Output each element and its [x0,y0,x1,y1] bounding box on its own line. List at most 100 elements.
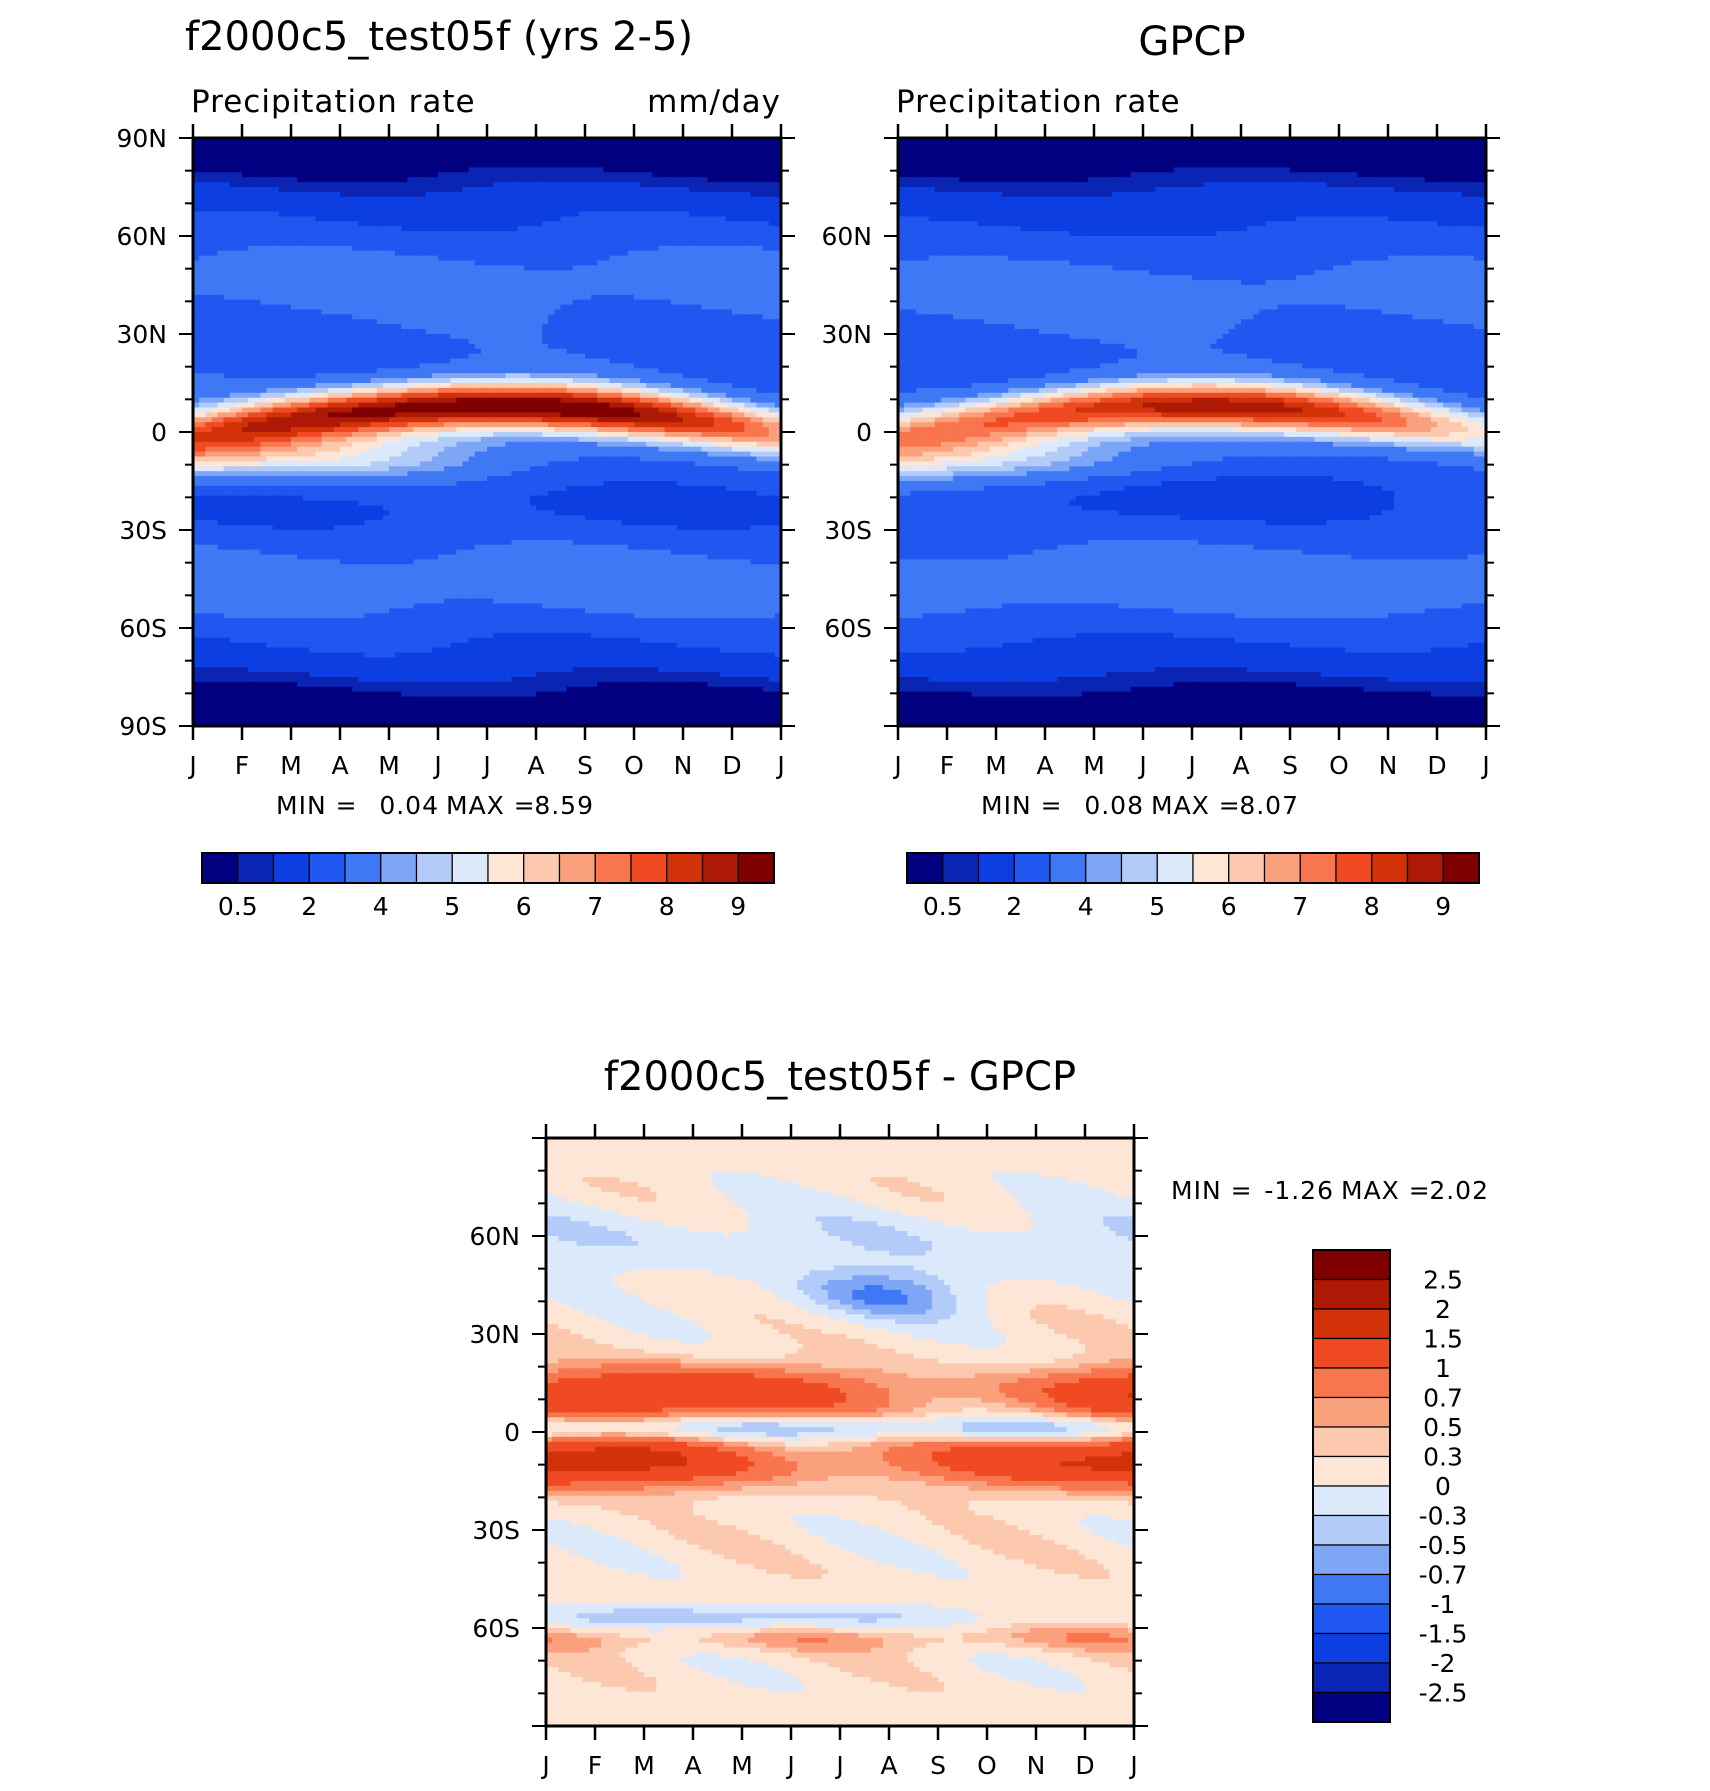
contour-cell [548,265,555,271]
contour-cell [456,353,464,360]
contour-cell [413,329,421,335]
contour-cell [695,191,702,198]
contour-cell [652,206,660,213]
contour-cell [676,309,684,315]
contour-cell [438,309,445,315]
contour-cell [609,348,617,355]
contour-cell [505,255,513,262]
contour-cell [382,211,390,217]
contour-cell [597,329,604,335]
contour-cell [480,221,488,227]
contour-cell [480,324,488,330]
contour-cell [591,299,598,306]
contour-cell [462,319,470,325]
contour-cell [254,309,261,315]
contour-cell [572,152,580,159]
contour-cell [487,236,494,242]
contour-cell [462,142,470,149]
contour-cell [321,260,329,266]
contour-cell [284,191,292,198]
contour-cell [762,383,770,389]
contour-cell [327,334,335,340]
contour-cell [652,270,660,276]
contour-cell [670,191,678,198]
contour-cell [395,378,402,384]
contour-cell [321,216,329,222]
contour-cell [462,191,470,198]
contour-cell [640,304,647,311]
contour-cell [732,329,739,335]
contour-cell [658,343,666,350]
contour-cell [597,368,604,374]
contour-cell [303,236,310,242]
contour-cell [419,172,427,178]
contour-cell [640,221,647,227]
contour-cell [309,299,317,306]
contour-cell [548,383,555,389]
contour-cell [340,373,347,379]
contour-cell [242,196,249,203]
contour-cell [358,373,366,379]
contour-cell [621,152,629,159]
contour-cell [358,211,366,217]
contour-cell [554,363,562,369]
contour-cell [762,231,770,237]
contour-cell [597,206,604,213]
contour-cell [474,187,482,193]
contour-cell [297,338,304,345]
contour-cell [254,324,261,330]
contour-cell [358,363,366,369]
contour-cell [499,304,506,311]
contour-cell [529,138,537,144]
contour-cell [713,250,721,257]
contour-cell [517,201,525,208]
contour-cell [744,329,751,335]
contour-cell [340,196,347,203]
contour-cell [321,138,329,144]
contour-cell [542,182,549,188]
contour-cell [597,196,604,203]
contour-cell [670,294,678,301]
panel-model-field [193,138,782,727]
contour-cell [676,329,684,335]
contour-cell [566,304,574,311]
contour-cell [327,172,335,178]
contour-cell [193,206,200,213]
contour-cell [566,265,574,271]
contour-cell [683,236,690,242]
contour-cell [278,240,286,247]
contour-cell [750,138,758,144]
contour-cell [278,358,286,364]
contour-cell [303,138,310,144]
contour-cell [609,260,617,266]
contour-cell [364,358,372,364]
contour-cell [217,255,225,262]
contour-cell [572,162,580,168]
contour-cell [468,363,476,369]
contour-cell [676,299,684,306]
contour-cell [762,294,770,301]
contour-cell [603,250,611,257]
contour-cell [634,348,641,355]
contour-cell [536,157,543,164]
contour-cell [597,201,604,208]
contour-cell [676,201,684,208]
contour-cell [774,309,782,315]
contour-cell [468,152,476,159]
contour-cell [609,191,617,198]
contour-cell [652,294,660,301]
contour-cell [566,348,574,355]
contour-cell [713,260,721,266]
contour-cell [254,226,261,232]
contour-cell [554,177,562,183]
contour-cell [621,265,629,271]
contour-cell [456,285,464,291]
contour-cell [670,319,678,325]
contour-cell [211,142,219,149]
contour-cell [223,216,231,222]
contour-cell [658,182,666,188]
contour-cell [719,138,727,144]
contour-cell [407,216,415,222]
contour-cell [658,275,666,281]
